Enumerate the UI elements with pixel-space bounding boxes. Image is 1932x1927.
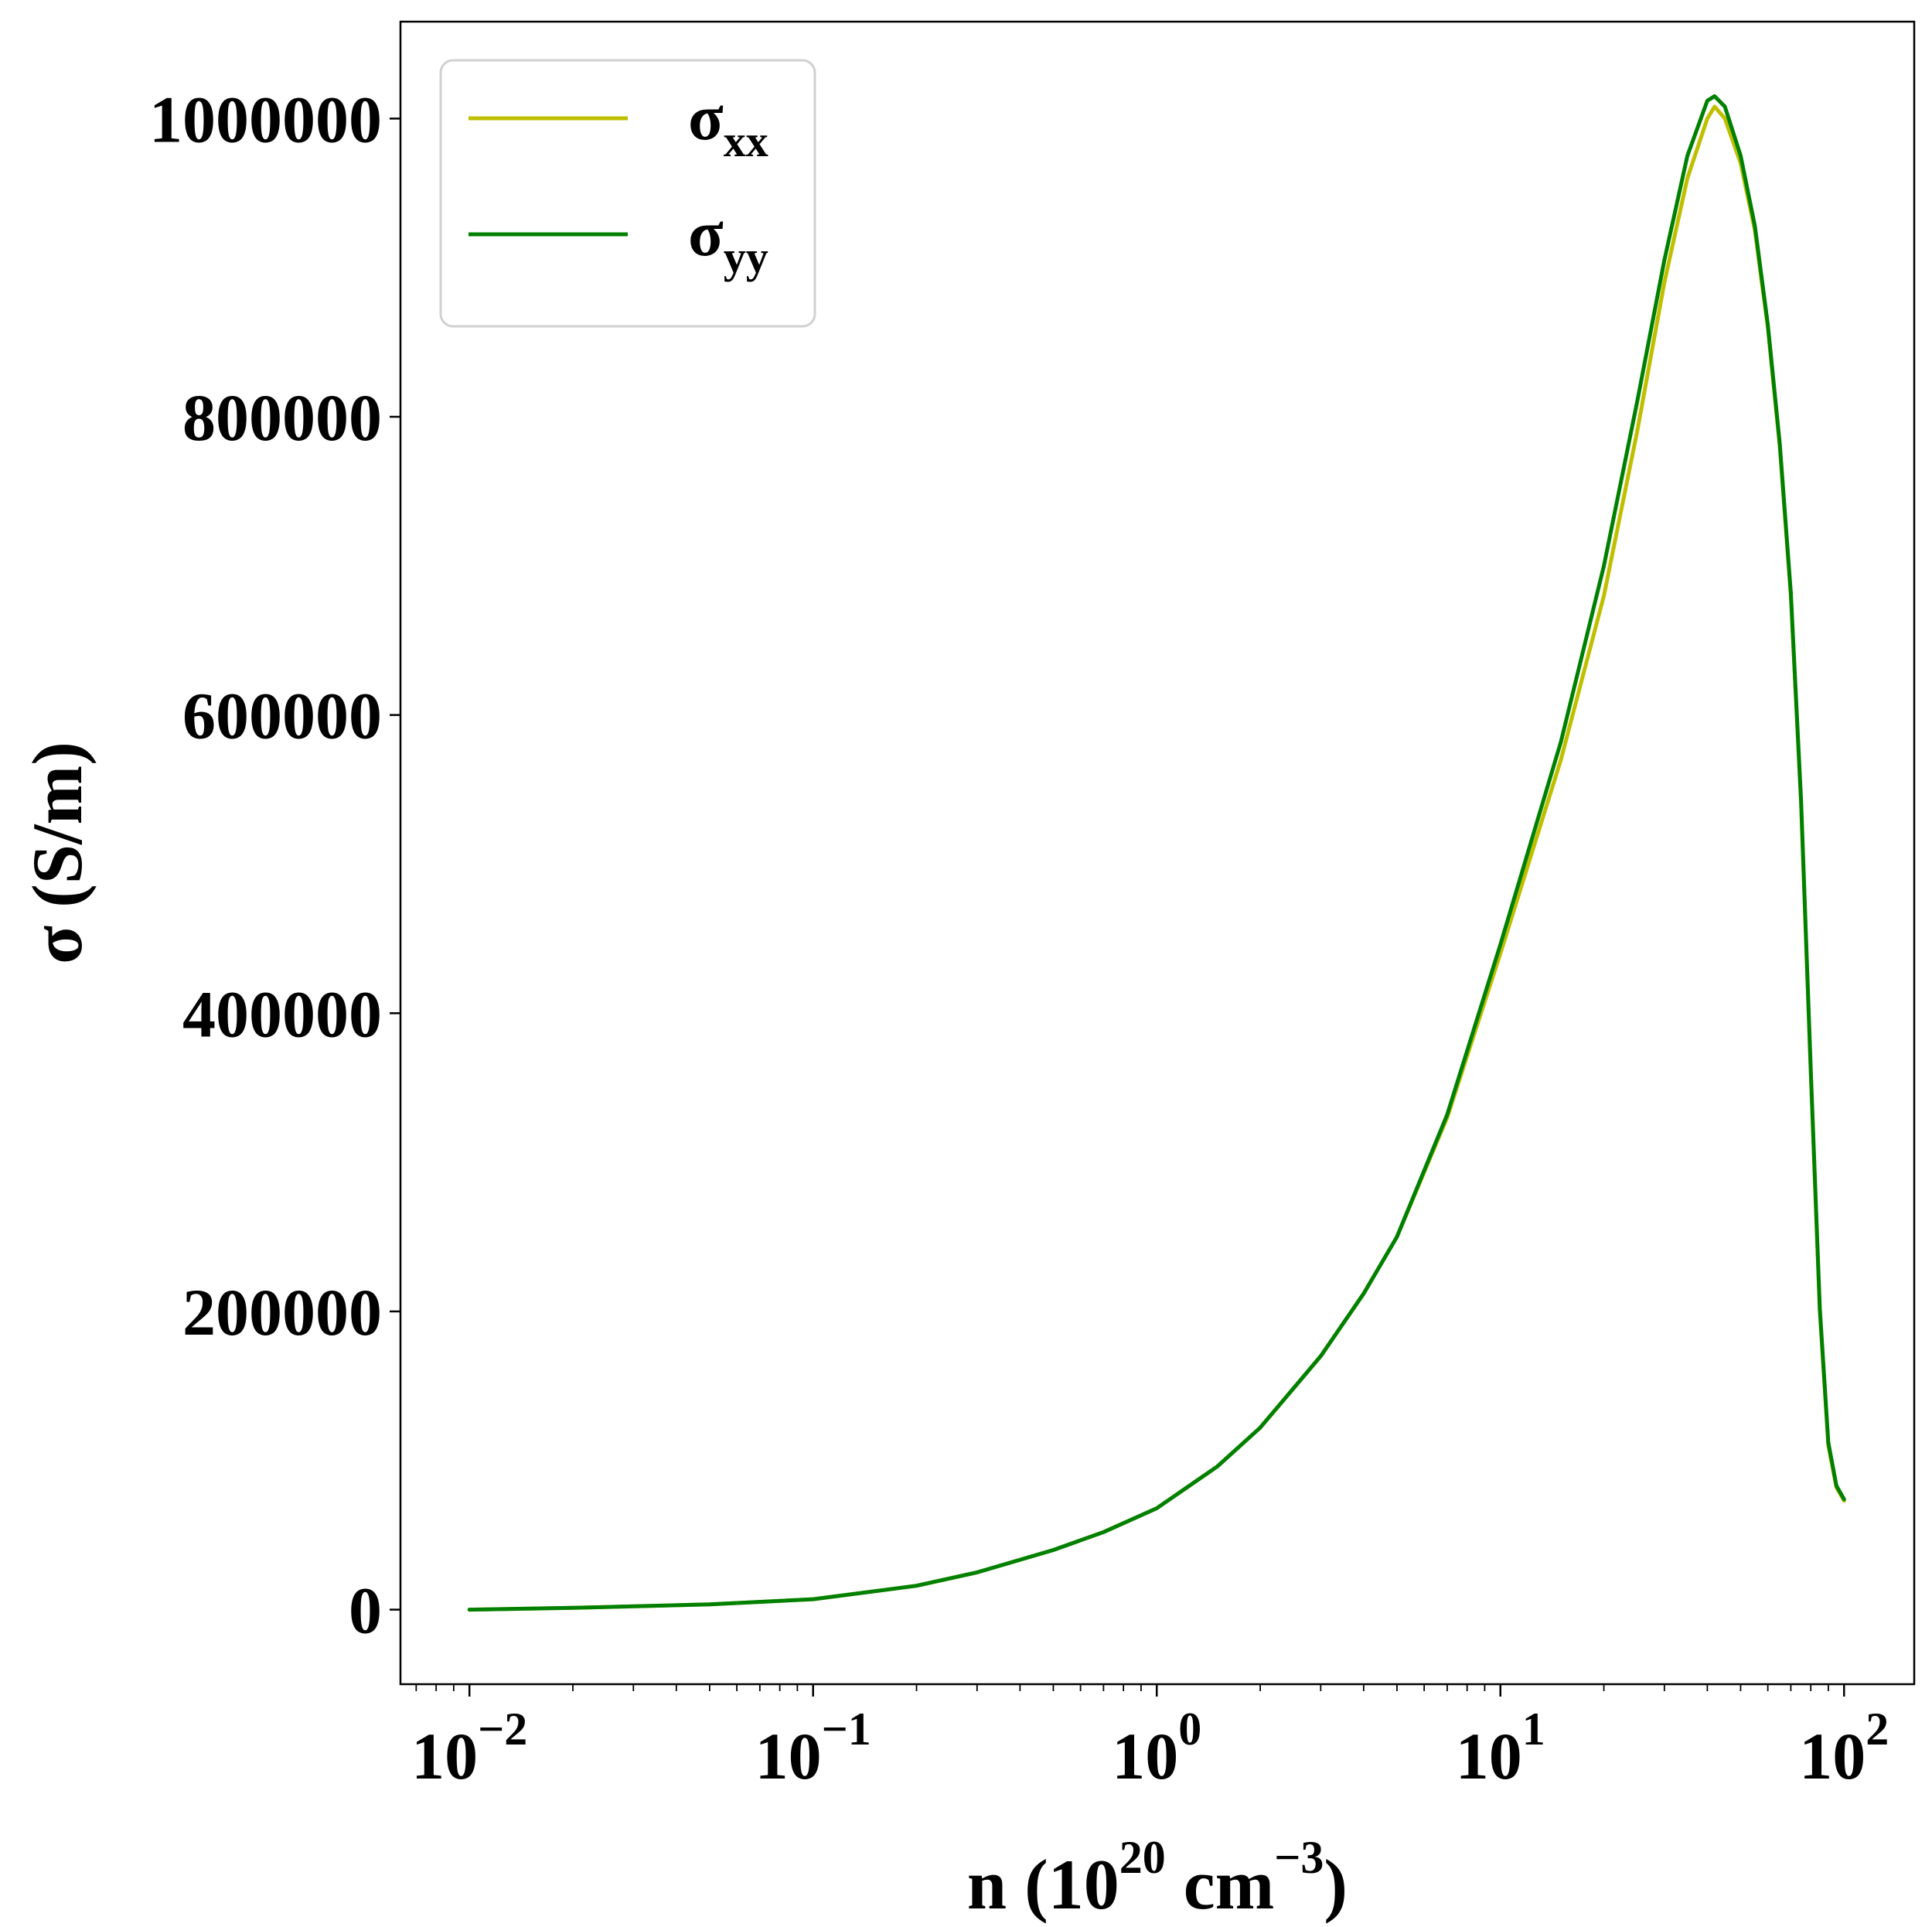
- x-tick-label-exponent: 2: [1866, 1704, 1889, 1755]
- x-tick-label-base: 10: [411, 1719, 478, 1793]
- legend: σxx σyy: [439, 59, 816, 328]
- x-axis-label-end: ): [1324, 1845, 1348, 1924]
- x-tick-label: 100: [1112, 1704, 1201, 1793]
- x-tick-label-exponent: 0: [1178, 1704, 1201, 1755]
- x-axis-label-sup2: −3: [1274, 1832, 1324, 1883]
- legend-label-sigma-xx-sub: xx: [724, 116, 768, 166]
- y-axis: 0 200000 400000 600000 800000 1000000: [149, 82, 400, 1648]
- x-tick-label-exponent: 1: [1522, 1704, 1545, 1755]
- x-axis-label-base: n (10: [967, 1845, 1119, 1924]
- legend-label-sigma-yy-base: σ: [688, 198, 724, 270]
- x-tick-label-base: 10: [755, 1719, 822, 1793]
- x-tick-label-base: 10: [1799, 1719, 1866, 1793]
- y-tick-label: 600000: [182, 679, 382, 753]
- x-tick-label-base: 10: [1456, 1719, 1522, 1793]
- x-tick-label: 102: [1799, 1704, 1889, 1793]
- legend-label-sigma-xx: σxx: [688, 82, 768, 166]
- x-tick-label-base: 10: [1112, 1719, 1178, 1793]
- y-tick-label: 400000: [182, 977, 382, 1051]
- x-axis: 10−2 10−1 100 101 102: [411, 1684, 1889, 1793]
- x-tick-label: 10−2: [411, 1704, 527, 1793]
- y-tick-label: 800000: [182, 380, 382, 455]
- legend-label-sigma-yy: σyy: [688, 198, 768, 282]
- y-tick-label: 0: [349, 1574, 382, 1648]
- x-tick-label: 101: [1456, 1704, 1545, 1793]
- y-tick-label: 1000000: [149, 82, 382, 156]
- series-line-σyy: [467, 94, 1846, 1612]
- y-tick-label: 200000: [182, 1275, 382, 1349]
- x-tick-label-exponent: −1: [822, 1704, 871, 1755]
- x-tick-label-exponent: −2: [478, 1704, 527, 1755]
- series-lines: [467, 94, 1846, 1612]
- x-axis-label-mid: cm: [1166, 1845, 1274, 1924]
- legend-frame: [439, 59, 816, 328]
- x-axis-label-sup1: 20: [1119, 1832, 1166, 1883]
- legend-label-sigma-yy-sub: yy: [724, 232, 768, 282]
- y-axis-label: σ (S/m): [18, 742, 97, 964]
- legend-label-sigma-xx-base: σ: [688, 82, 724, 154]
- x-axis-label: n (1020 cm−3): [967, 1832, 1348, 1924]
- x-tick-label: 10−1: [755, 1704, 871, 1793]
